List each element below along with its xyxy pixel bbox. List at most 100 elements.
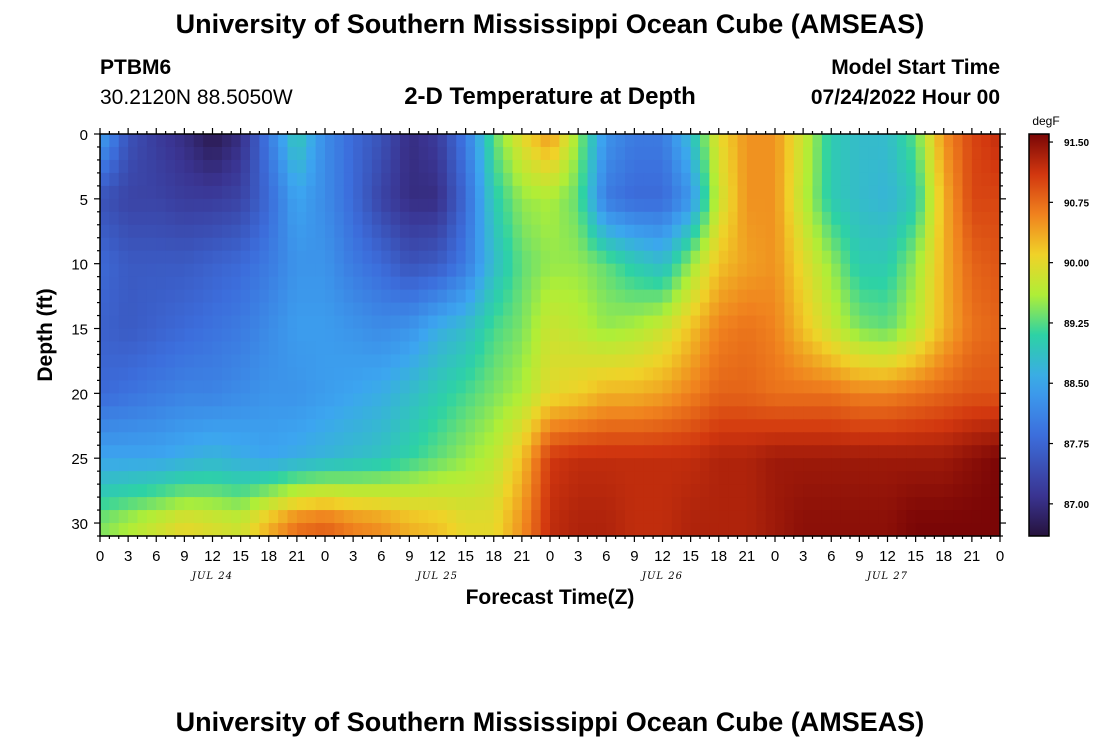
- heatmap-cell: [484, 263, 495, 278]
- heatmap-cell: [840, 289, 851, 304]
- heatmap-cell: [287, 302, 298, 317]
- heatmap-cell: [137, 263, 148, 278]
- heatmap-cell: [175, 211, 185, 226]
- heatmap-cell: [812, 484, 823, 498]
- heatmap-cell: [203, 263, 214, 278]
- heatmap-cell: [165, 341, 176, 356]
- heatmap-cell: [662, 315, 673, 330]
- heatmap-cell: [268, 523, 279, 537]
- heatmap-cell: [625, 224, 635, 239]
- heatmap-cell: [671, 134, 682, 148]
- heatmap-cell: [343, 354, 354, 369]
- heatmap-cell: [437, 146, 448, 161]
- heatmap-cell: [109, 419, 120, 433]
- heatmap-cell: [915, 523, 926, 537]
- heatmap-cell: [221, 523, 232, 537]
- heatmap-cell: [390, 302, 401, 317]
- heatmap-cell: [793, 393, 804, 407]
- heatmap-cell: [718, 302, 729, 317]
- heatmap-cell: [118, 250, 129, 265]
- heatmap-cell: [353, 497, 364, 511]
- heatmap-cell: [400, 432, 410, 446]
- heatmap-cell: [803, 250, 814, 265]
- heatmap-cell: [165, 406, 176, 420]
- heatmap-cell: [259, 134, 270, 148]
- heatmap-cell: [990, 458, 1001, 472]
- heatmap-cell: [362, 445, 373, 459]
- heatmap-cell: [662, 471, 673, 485]
- heatmap-cell: [700, 458, 710, 472]
- heatmap-cell: [803, 302, 814, 317]
- heatmap-cell: [737, 497, 748, 511]
- heatmap-cell: [634, 224, 645, 239]
- heatmap-cell: [887, 198, 898, 213]
- heatmap-cell: [981, 289, 992, 304]
- heatmap-cell: [221, 315, 232, 330]
- heatmap-cell: [953, 497, 964, 511]
- heatmap-cell: [718, 263, 729, 278]
- heatmap-cell: [512, 289, 523, 304]
- heatmap-cell: [625, 497, 635, 511]
- heatmap-cell: [765, 185, 776, 200]
- heatmap-cell: [784, 393, 795, 407]
- heatmap-cell: [690, 159, 701, 174]
- heatmap-cell: [990, 393, 1001, 407]
- heatmap-cell: [625, 328, 635, 343]
- heatmap-cell: [803, 367, 814, 381]
- heatmap-cell: [700, 315, 710, 330]
- heatmap-cell: [371, 146, 382, 161]
- heatmap-cell: [906, 419, 917, 433]
- heatmap-cell: [409, 367, 420, 381]
- heatmap-cell: [184, 198, 195, 213]
- heatmap-cell: [803, 185, 814, 200]
- heatmap-cell: [587, 367, 598, 381]
- heatmap-cell: [821, 276, 832, 291]
- heatmap-cell: [390, 315, 401, 330]
- heatmap-cell: [906, 211, 917, 226]
- heatmap-cell: [409, 198, 420, 213]
- heatmap-cell: [475, 354, 485, 369]
- heatmap-cell: [700, 419, 710, 433]
- heatmap-cell: [325, 172, 335, 187]
- heatmap-cell: [137, 419, 148, 433]
- heatmap-cell: [718, 172, 729, 187]
- heatmap-cell: [137, 302, 148, 317]
- heatmap-cell: [953, 224, 964, 239]
- heatmap-cell: [287, 419, 298, 433]
- x-tick-label: 12: [654, 548, 671, 565]
- heatmap-cell: [587, 419, 598, 433]
- heatmap-cell: [887, 419, 898, 433]
- heatmap-cell: [953, 393, 964, 407]
- heatmap-cell: [353, 134, 364, 148]
- heatmap-cell: [165, 134, 176, 148]
- heatmap-cell: [756, 250, 767, 265]
- heatmap-cell: [503, 458, 514, 472]
- heatmap-cell: [278, 367, 289, 381]
- heatmap-cell: [925, 380, 935, 394]
- heatmap-cell: [250, 328, 260, 343]
- heatmap-cell: [765, 393, 776, 407]
- heatmap-cell: [100, 406, 110, 420]
- heatmap-cell: [634, 263, 645, 278]
- heatmap-cell: [615, 250, 626, 265]
- heatmap-cell: [868, 250, 879, 265]
- heatmap-cell: [625, 445, 635, 459]
- heatmap-cell: [137, 250, 148, 265]
- heatmap-cell: [550, 471, 560, 485]
- heatmap-cell: [700, 134, 710, 148]
- heatmap-cell: [146, 341, 157, 356]
- heatmap-cell: [756, 198, 767, 213]
- heatmap-cell: [287, 263, 298, 278]
- heatmap-cell: [793, 497, 804, 511]
- heatmap-cell: [315, 211, 326, 226]
- heatmap-cell: [615, 315, 626, 330]
- heatmap-cell: [606, 393, 617, 407]
- heatmap-cell: [493, 211, 504, 226]
- heatmap-cell: [803, 523, 814, 537]
- heatmap-cell: [100, 172, 110, 187]
- heatmap-cell: [718, 484, 729, 498]
- heatmap-cell: [296, 237, 307, 252]
- heatmap-cell: [606, 341, 617, 356]
- heatmap-cell: [793, 380, 804, 394]
- heatmap-cell: [953, 172, 964, 187]
